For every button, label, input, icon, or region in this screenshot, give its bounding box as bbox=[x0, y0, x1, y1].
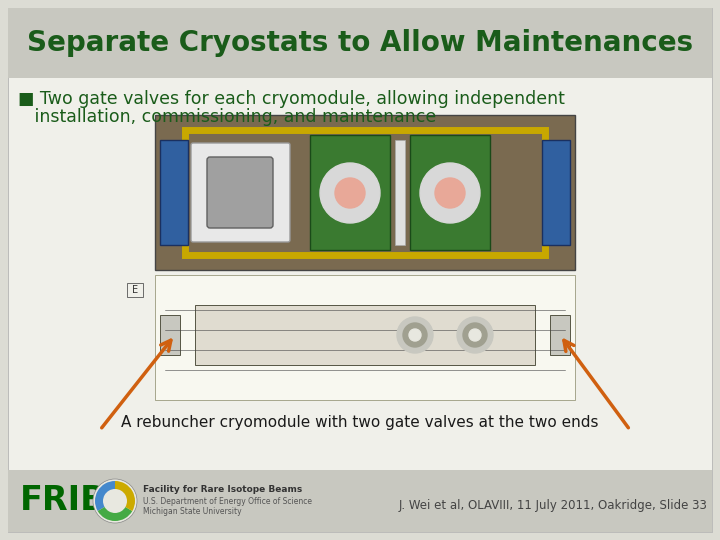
Circle shape bbox=[93, 479, 137, 523]
FancyBboxPatch shape bbox=[195, 305, 535, 365]
FancyBboxPatch shape bbox=[310, 135, 390, 250]
FancyBboxPatch shape bbox=[191, 143, 290, 242]
Text: Facility for Rare Isotope Beams: Facility for Rare Isotope Beams bbox=[143, 485, 302, 495]
Wedge shape bbox=[95, 481, 115, 511]
Wedge shape bbox=[98, 507, 132, 521]
FancyBboxPatch shape bbox=[160, 315, 180, 355]
Text: installation, commissioning, and maintenance: installation, commissioning, and mainten… bbox=[18, 108, 436, 126]
Circle shape bbox=[435, 178, 465, 208]
FancyBboxPatch shape bbox=[207, 157, 273, 228]
Circle shape bbox=[109, 495, 121, 507]
Text: Separate Cryostats to Allow Maintenances: Separate Cryostats to Allow Maintenances bbox=[27, 29, 693, 57]
Text: A rebuncher cryomodule with two gate valves at the two ends: A rebuncher cryomodule with two gate val… bbox=[121, 415, 599, 429]
FancyBboxPatch shape bbox=[8, 470, 712, 532]
Circle shape bbox=[335, 178, 365, 208]
Circle shape bbox=[469, 329, 481, 341]
Text: J. Wei et al, OLAVIII, 11 July 2011, Oakridge, Slide 33: J. Wei et al, OLAVIII, 11 July 2011, Oak… bbox=[399, 498, 708, 511]
Circle shape bbox=[409, 329, 421, 341]
FancyBboxPatch shape bbox=[550, 315, 570, 355]
FancyBboxPatch shape bbox=[155, 115, 575, 270]
Circle shape bbox=[420, 163, 480, 223]
Circle shape bbox=[463, 323, 487, 347]
FancyBboxPatch shape bbox=[410, 135, 490, 250]
Text: E: E bbox=[132, 285, 138, 295]
Text: FRIB: FRIB bbox=[20, 484, 107, 517]
Wedge shape bbox=[115, 481, 135, 511]
Text: ■ Two gate valves for each cryomodule, allowing independent: ■ Two gate valves for each cryomodule, a… bbox=[18, 90, 565, 108]
FancyBboxPatch shape bbox=[155, 275, 575, 400]
FancyBboxPatch shape bbox=[8, 8, 712, 532]
FancyBboxPatch shape bbox=[542, 140, 570, 245]
Circle shape bbox=[320, 163, 380, 223]
Circle shape bbox=[457, 317, 493, 353]
FancyBboxPatch shape bbox=[160, 140, 188, 245]
Circle shape bbox=[397, 317, 433, 353]
Text: U.S. Department of Energy Office of Science: U.S. Department of Energy Office of Scie… bbox=[143, 496, 312, 505]
Circle shape bbox=[403, 323, 427, 347]
FancyBboxPatch shape bbox=[8, 8, 712, 78]
FancyBboxPatch shape bbox=[395, 140, 405, 245]
Text: Michigan State University: Michigan State University bbox=[143, 507, 242, 516]
